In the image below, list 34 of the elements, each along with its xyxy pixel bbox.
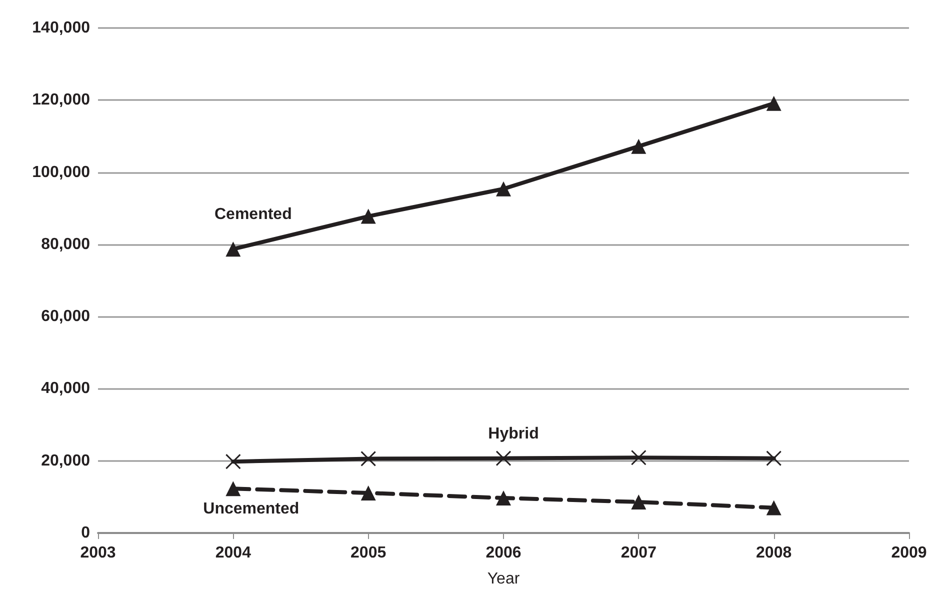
series-label: Hybrid [488,425,539,442]
point [360,450,376,466]
y-tick-label: 40,000 [41,380,90,398]
x-tick-label: 2007 [620,544,657,562]
x-tick-label: 2003 [80,544,116,562]
point [226,242,241,257]
series-label: Uncemented [203,500,300,518]
x-tick-label: 2009 [891,544,927,562]
point [631,138,646,154]
y-tick-label: 140,000 [32,20,90,36]
point [225,454,241,470]
y-tick-label: 60,000 [41,308,90,326]
point [496,181,511,196]
point [631,494,646,510]
x-tick-label: 2008 [756,544,792,562]
x-tick-label: 2006 [486,544,522,562]
y-tick-label: 20,000 [41,452,90,470]
y-tick-label: 0 [81,524,90,542]
point [226,481,241,496]
point [360,208,376,224]
y-tick-label: 100,000 [32,164,90,181]
point [766,96,782,111]
point [766,450,782,466]
point [360,485,376,500]
point [496,450,512,466]
y-tick-label: 80,000 [41,236,90,253]
point [766,500,782,516]
x-tick-label: 2005 [350,544,386,562]
point [630,450,646,466]
y-tick-label: 120,000 [32,92,90,109]
point [496,490,511,506]
x-tick-label: 2004 [215,544,252,562]
series-label: Cemented [214,206,292,224]
x-axis-title: Year [487,570,520,588]
